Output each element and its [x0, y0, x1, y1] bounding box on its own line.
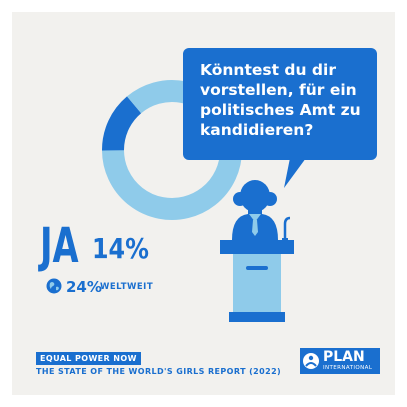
question-text: Könntest du dir vorstellen, für ein poli…: [200, 61, 361, 139]
answer-label: JA: [40, 218, 79, 274]
donut-slice-ja: [102, 96, 142, 151]
logo-subtitle: INTERNATIONAL: [323, 365, 373, 371]
microphone: [282, 216, 291, 242]
podium: [220, 240, 294, 322]
logo-name: PLAN: [323, 349, 365, 365]
campaign-tag: EQUAL POWER NOW: [36, 352, 141, 365]
speech-bubble: [183, 48, 377, 188]
answer-percent: 14%: [92, 232, 149, 265]
donut-chart: [102, 80, 242, 220]
worldwide-percent: 24%: [66, 278, 102, 296]
plan-logo-icon: [300, 348, 380, 374]
donut-slice-andere: [102, 80, 242, 220]
report-source: THE STATE OF THE WORLD'S GIRLS REPORT (2…: [36, 367, 282, 376]
globe-icon: [46, 278, 62, 294]
worldwide-label: WELTWEIT: [100, 282, 154, 292]
girl-illustration: [232, 180, 278, 240]
